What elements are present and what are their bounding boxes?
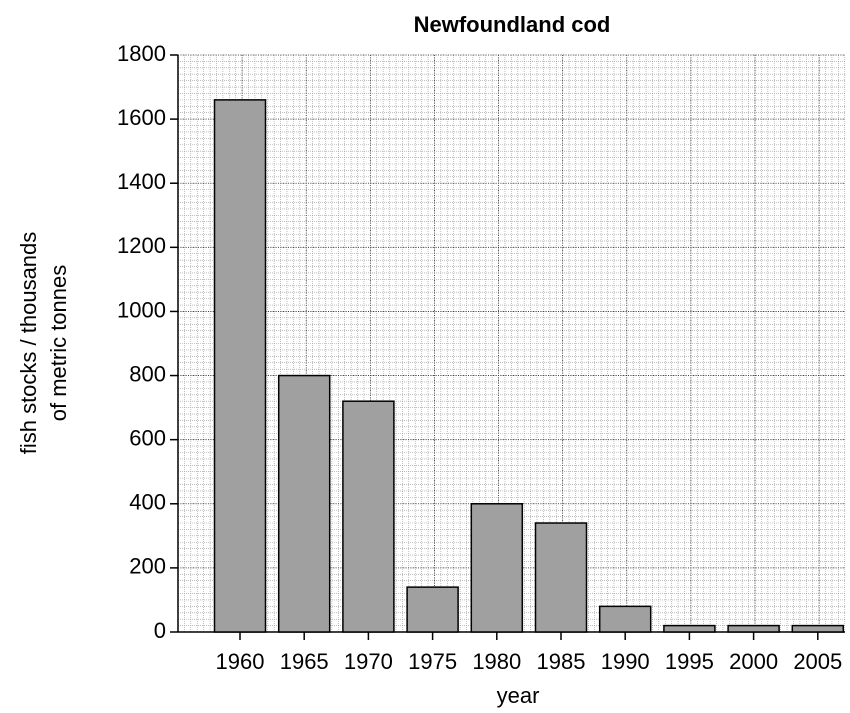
x-tick-label: 1985 <box>537 649 586 674</box>
bar <box>598 605 652 633</box>
bar <box>277 374 331 633</box>
chart-title: Newfoundland cod <box>414 12 611 37</box>
y-tick-label: 0 <box>154 618 166 643</box>
y-tick-label: 1200 <box>117 233 166 258</box>
x-tick-label: 1975 <box>408 649 457 674</box>
y-tick-label: 1600 <box>117 105 166 130</box>
bar <box>727 624 780 633</box>
y-tick-label: 1400 <box>117 169 166 194</box>
y-tick-label: 200 <box>129 554 166 579</box>
x-axis-label: year <box>497 683 540 708</box>
y-tick-label: 600 <box>129 425 166 450</box>
y-tick-label: 400 <box>129 490 166 515</box>
x-tick-label: 2000 <box>729 649 778 674</box>
bar <box>470 503 524 633</box>
y-axis-label-line: fish stocks / thousands <box>16 232 41 455</box>
bar <box>213 99 267 633</box>
bar <box>406 586 459 633</box>
x-tick-label: 1980 <box>472 649 521 674</box>
y-tick-label: 1000 <box>117 297 166 322</box>
bar <box>342 400 395 633</box>
y-tick-label: 1800 <box>117 41 166 66</box>
x-tick-label: 1990 <box>601 649 650 674</box>
bar <box>663 624 716 633</box>
bar <box>791 624 845 633</box>
y-axis-label: fish stocks / thousands of metric tonnes <box>16 232 71 455</box>
bar <box>534 522 588 633</box>
x-tick-label: 1995 <box>665 649 714 674</box>
y-axis-label-line: of metric tonnes <box>46 265 71 422</box>
x-tick-label: 2005 <box>793 649 842 674</box>
y-tick-label: 800 <box>129 361 166 386</box>
x-tick-label: 1970 <box>344 649 393 674</box>
x-tick-label: 1960 <box>216 649 265 674</box>
x-tick-label: 1965 <box>280 649 329 674</box>
